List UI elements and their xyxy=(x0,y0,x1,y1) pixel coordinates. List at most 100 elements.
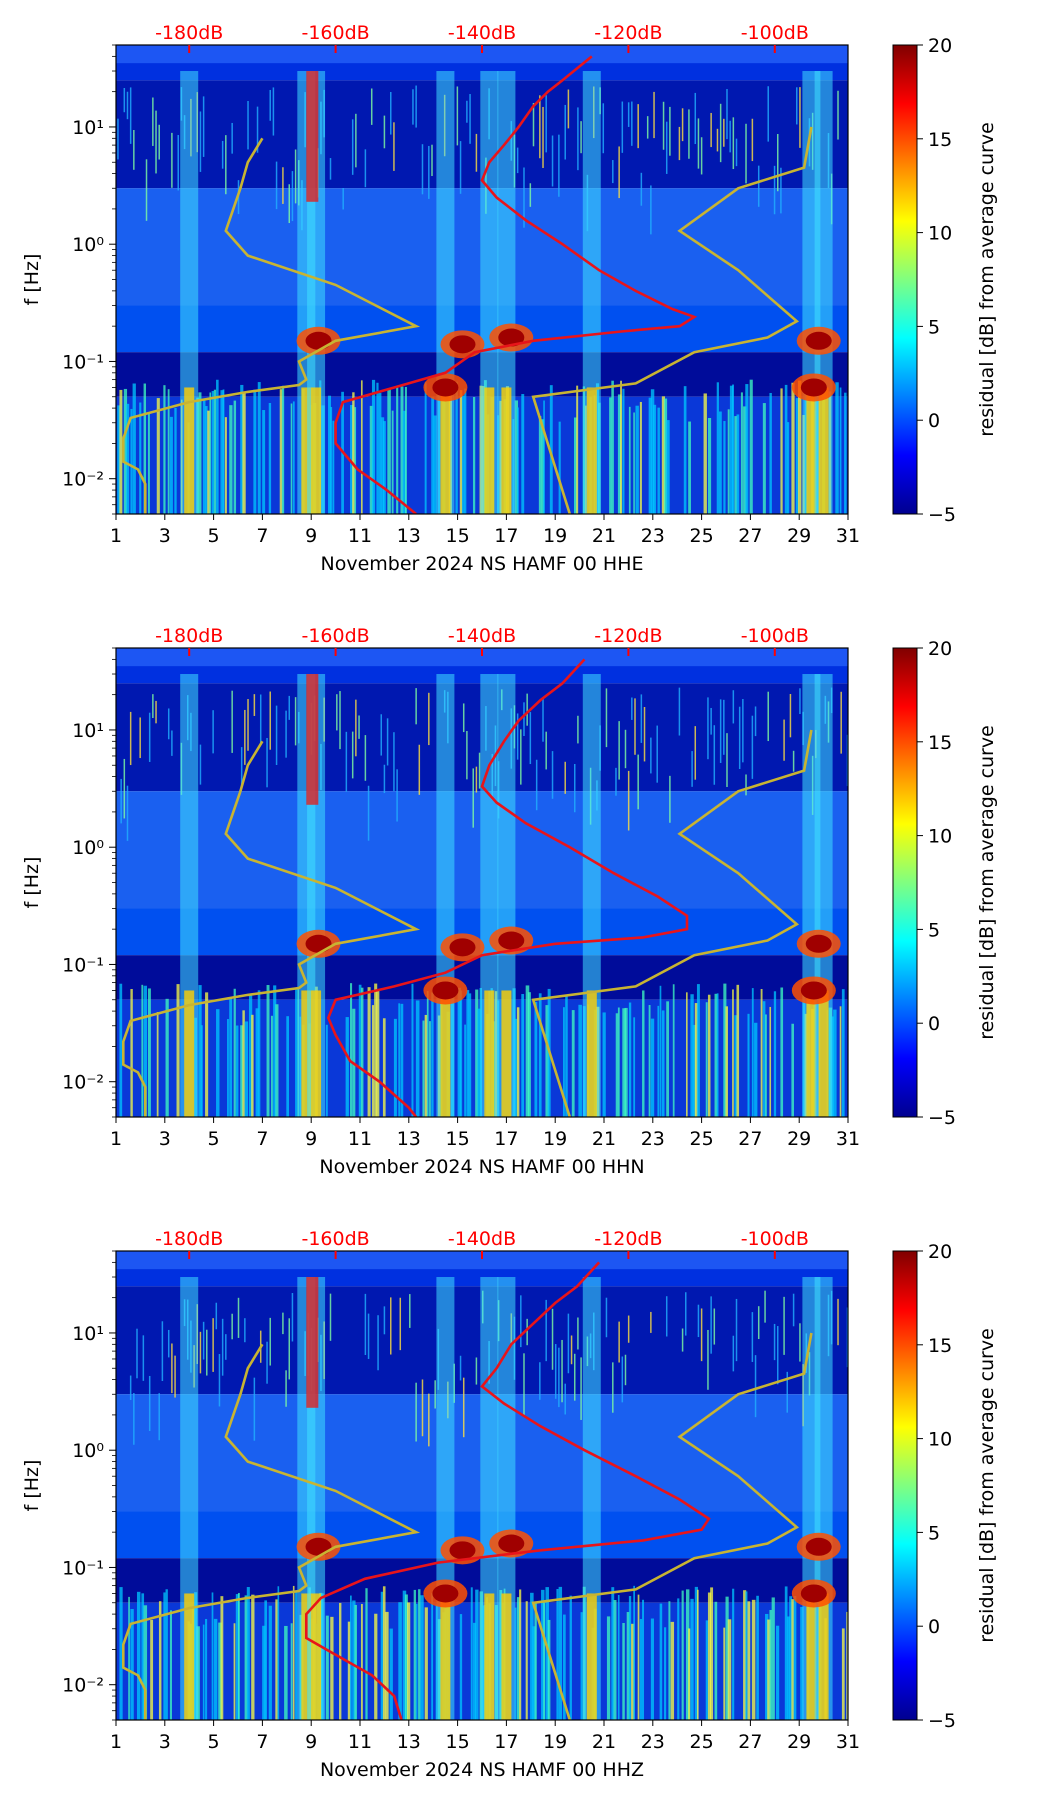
heatmap-speckle xyxy=(716,128,719,152)
y-tick-label: 10¹ xyxy=(72,720,104,742)
heatmap-streak xyxy=(360,380,363,514)
heatmap-streak xyxy=(255,1008,259,1117)
x-tick-label: 17 xyxy=(494,525,518,547)
average-psd-curve xyxy=(305,1261,711,1720)
heatmap-speckle xyxy=(221,140,224,169)
heatmap-streak xyxy=(613,1599,617,1720)
heatmap-speckle xyxy=(700,1308,703,1362)
heatmap-streak xyxy=(841,1628,845,1720)
y-axis-label: f [Hz] xyxy=(21,1460,43,1512)
heatmap-streak xyxy=(754,1022,758,1117)
heatmap-speckle xyxy=(621,101,624,153)
heatmap-streak xyxy=(119,389,123,514)
heatmap-streak xyxy=(622,388,625,514)
heatmap-streak xyxy=(349,983,353,1117)
spectrogram-panel-3: 1 3 5 7 9 11 13 15 17 19 21 23 25 27 29 3110⁻²10⁻¹10⁰10… xyxy=(21,1228,998,1781)
heatmap-streak xyxy=(661,1010,665,1117)
x-tick-label: 25 xyxy=(690,525,714,547)
heatmap-streak xyxy=(150,1619,154,1720)
heatmap-streak xyxy=(209,392,212,514)
heatmap-streak xyxy=(521,394,525,514)
colorbar-tick-label: −5 xyxy=(928,1710,956,1732)
heatmap-streak xyxy=(233,1623,236,1720)
heatmap-streak xyxy=(433,415,437,514)
heatmap-streak xyxy=(846,1611,848,1720)
heatmap-speckle xyxy=(551,135,554,187)
heatmap-streak xyxy=(475,1589,479,1720)
heatmap-streak xyxy=(743,406,747,514)
heatmap-speckle xyxy=(577,715,579,744)
heatmap-streak xyxy=(158,1601,162,1720)
heatmap-streak xyxy=(839,1006,842,1117)
heatmap-streak xyxy=(387,388,391,514)
heatmap-speckle xyxy=(612,1362,614,1413)
heatmap-streak xyxy=(694,1586,698,1720)
heatmap-streak xyxy=(633,1017,636,1117)
heatmap-streak xyxy=(648,397,652,514)
heatmap-speckle xyxy=(742,699,744,763)
heatmap-streak xyxy=(415,1603,418,1720)
colorbar: −5 0 5 10 15 20 residual [dB] from average cur… xyxy=(892,35,998,526)
heatmap-streak xyxy=(286,1016,290,1117)
heatmap-streak xyxy=(732,989,734,1117)
heatmap-streak xyxy=(784,1586,788,1720)
heatmap-streak xyxy=(222,389,225,514)
heatmap-speckle xyxy=(612,160,614,184)
heatmap-streak xyxy=(165,998,169,1117)
heatmap-streak xyxy=(538,416,542,514)
heatmap-speckle xyxy=(253,1377,256,1441)
heatmap-event-core xyxy=(501,990,512,1117)
heatmap-streak xyxy=(696,984,700,1117)
heatmap-speckle xyxy=(780,167,782,214)
heatmap-speckle xyxy=(269,1317,271,1366)
heatmap-speckle xyxy=(605,688,608,748)
heatmap-streak xyxy=(156,398,160,514)
heatmap-speckle xyxy=(542,698,544,742)
db-tick-label: -140dB xyxy=(448,22,516,44)
heatmap-speckle xyxy=(627,102,630,127)
heatmap-speckle xyxy=(459,1355,462,1381)
heatmap-speckle xyxy=(161,1321,164,1382)
db-tick-label: -160dB xyxy=(301,625,369,647)
heatmap-speckle xyxy=(615,767,617,796)
heatmap-streak xyxy=(541,419,545,514)
heatmap-streak xyxy=(620,380,622,514)
heatmap-streak xyxy=(424,1014,428,1117)
heatmap-streak xyxy=(205,1618,208,1720)
heatmap-streak xyxy=(617,1594,620,1720)
heatmap-streak xyxy=(628,1595,632,1720)
heatmap-speckle xyxy=(231,122,233,154)
heatmap-speckle xyxy=(631,101,633,146)
heatmap-streak xyxy=(422,1020,425,1117)
x-tick-label: 15 xyxy=(446,525,470,547)
heatmap-streak xyxy=(275,1599,278,1720)
heatmap-speckle xyxy=(580,121,582,154)
heatmap-speckle xyxy=(719,699,722,763)
heatmap-streak xyxy=(835,382,839,514)
heatmap-speckle xyxy=(564,1383,566,1415)
heatmap-speckle xyxy=(799,688,801,715)
heatmap-speckle xyxy=(567,1313,570,1374)
heatmap-streak xyxy=(325,1615,329,1720)
heatmap-streak xyxy=(411,983,414,1117)
heatmap-speckle xyxy=(272,87,275,136)
heatmap-streak xyxy=(273,985,277,1117)
heatmap-speckle xyxy=(681,108,684,142)
heatmap-streak xyxy=(787,1616,790,1720)
heatmap-streak xyxy=(626,1612,630,1720)
heatmap-streak xyxy=(404,1594,408,1720)
heatmap-speckle xyxy=(177,135,179,191)
heatmap-event-core xyxy=(818,990,829,1117)
x-tick-label: 31 xyxy=(836,525,860,547)
heatmap-streak xyxy=(235,1025,239,1117)
heatmap-speckle xyxy=(697,1304,700,1338)
heatmap-speckle xyxy=(707,1329,709,1390)
noise-model-curve xyxy=(122,1332,813,1720)
x-tick-label: 11 xyxy=(348,525,372,547)
heatmap-speckle xyxy=(757,165,760,207)
heatmap-speckle xyxy=(567,89,570,129)
heatmap-speckle xyxy=(244,709,246,765)
heatmap-streak xyxy=(246,1587,250,1720)
x-tick-label: 27 xyxy=(738,525,762,547)
heatmap-streak xyxy=(718,411,722,514)
